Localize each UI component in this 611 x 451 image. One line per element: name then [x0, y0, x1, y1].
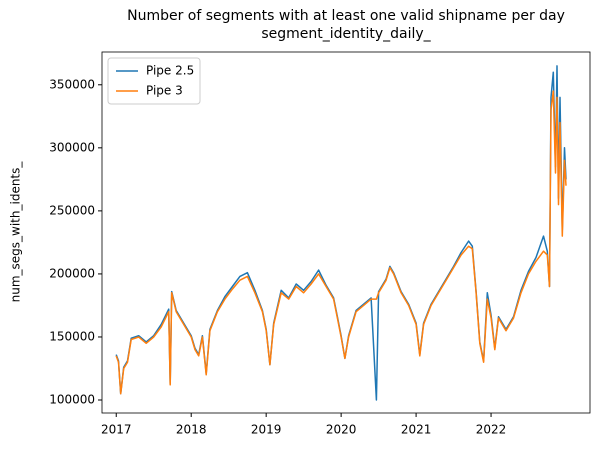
- x-tick-label: 2019: [251, 423, 282, 437]
- legend-label: Pipe 3: [146, 84, 183, 98]
- x-tick-label: 2018: [176, 423, 207, 437]
- plot-frame: [101, 51, 591, 414]
- chart-title: Number of segments with at least one val…: [127, 8, 565, 24]
- legend-box: [107, 57, 201, 105]
- y-tick-label: 100000: [49, 393, 95, 407]
- y-tick-label: 350000: [49, 77, 95, 91]
- y-axis-label: num_segs_with_idents_: [9, 161, 23, 303]
- line: [115, 90, 567, 395]
- x-tick-label: 2022: [476, 423, 507, 437]
- line: [115, 65, 567, 401]
- x-tick-label: 2017: [101, 423, 132, 437]
- y-tick-label: 200000: [49, 266, 95, 280]
- legend-label: Pipe 2.5: [146, 64, 194, 78]
- y-tick-label: 150000: [49, 329, 95, 343]
- y-tick-label: 300000: [49, 140, 95, 154]
- y-tick-label: 250000: [49, 203, 95, 217]
- x-tick-label: 2020: [326, 423, 357, 437]
- x-tick-label: 2021: [401, 423, 432, 437]
- chart-subtitle: segment_identity_daily_: [261, 26, 431, 42]
